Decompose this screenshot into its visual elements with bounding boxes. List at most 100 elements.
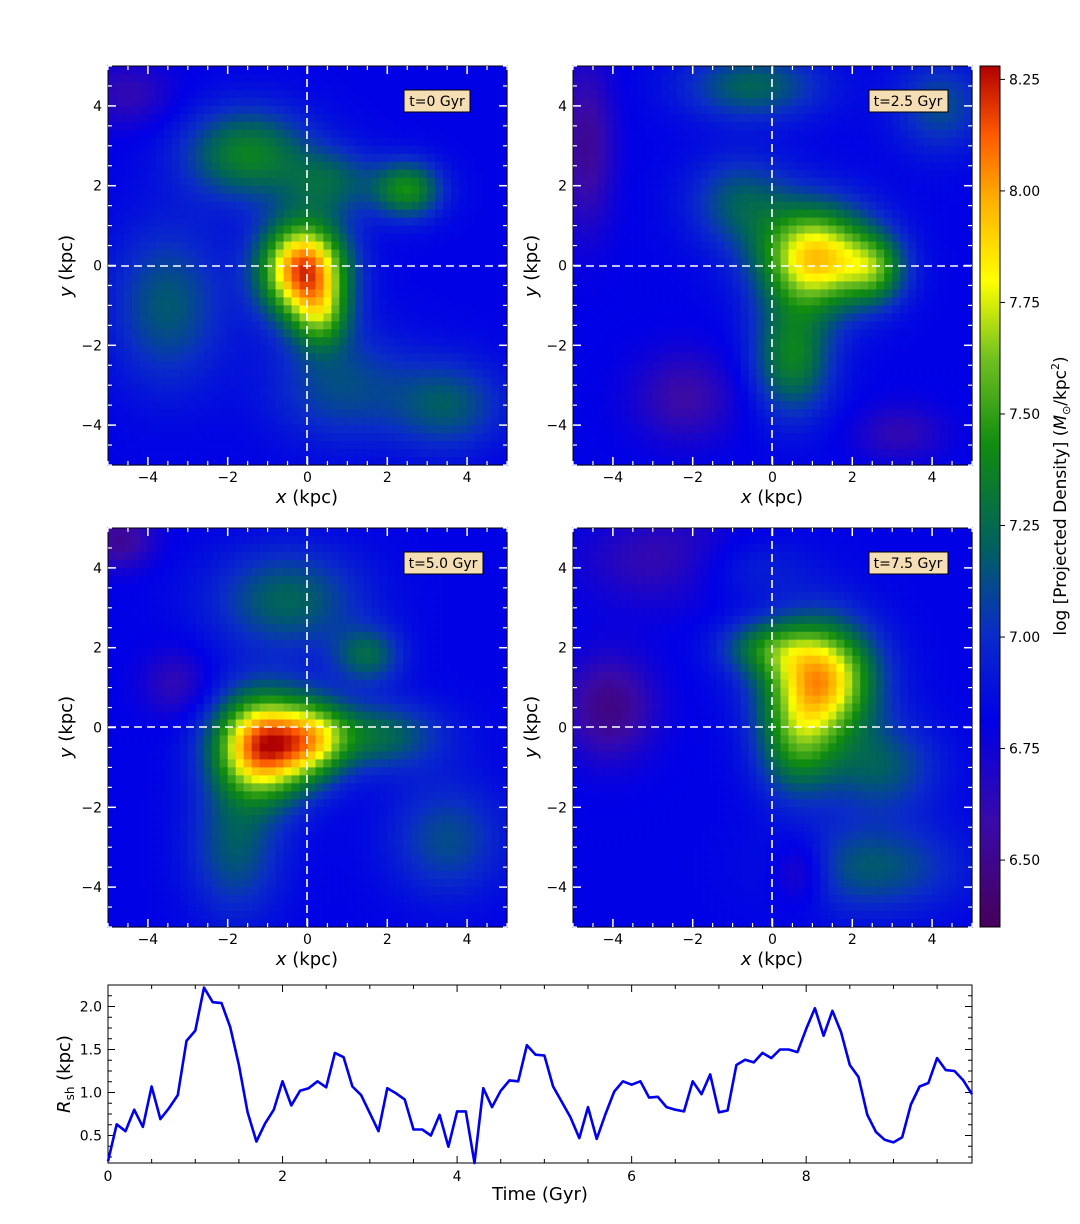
heatmap-cell — [796, 169, 806, 179]
heatmap-cell — [435, 249, 444, 259]
heatmap-cell — [708, 201, 718, 211]
heatmap-cell — [403, 161, 412, 171]
heatmap-cell — [788, 361, 798, 370]
heatmap-cell — [171, 409, 181, 418]
heatmap-cell — [684, 209, 694, 219]
heatmap-cell — [620, 353, 630, 362]
heatmap-cell — [692, 113, 702, 123]
heatmap-cell — [371, 137, 380, 147]
heatmap-cell — [596, 329, 606, 338]
heatmap-cell — [876, 225, 885, 235]
heatmap-cell — [573, 209, 582, 219]
heatmap-cell — [612, 353, 622, 362]
heatmap-cell — [419, 121, 428, 131]
heatmap-cell — [363, 433, 372, 442]
heatmap-cell — [804, 401, 813, 410]
heatmap-cell — [179, 225, 189, 235]
heatmap-cell — [948, 289, 957, 299]
heatmap-cell — [108, 417, 117, 426]
heatmap-cell — [588, 225, 598, 235]
heatmap-cell — [211, 81, 221, 91]
heatmap-cell — [692, 121, 702, 131]
heatmap-cell — [924, 353, 933, 362]
heatmap-cell — [291, 233, 301, 243]
heatmap-cell — [916, 409, 925, 418]
heatmap-cell — [467, 169, 476, 179]
heatmap-cell — [347, 241, 356, 251]
heatmap-cell — [636, 121, 646, 131]
tag-t0: t=0 Gyr — [403, 89, 471, 113]
heatmap-cell — [900, 233, 909, 243]
heatmap-cell — [964, 409, 973, 418]
heatmap-cell — [243, 273, 253, 283]
heatmap-cell — [411, 281, 420, 291]
heatmap-cell — [403, 113, 412, 123]
heatmap-cell — [123, 417, 133, 426]
heatmap-cell — [812, 425, 821, 434]
heatmap-cell — [243, 169, 253, 179]
heatmap-cell — [299, 289, 309, 299]
heatmap-cell — [604, 345, 614, 354]
heatmap-cell — [580, 145, 590, 155]
heatmap-cell — [235, 81, 245, 91]
heatmap-cell — [772, 321, 782, 330]
heatmap-cell — [724, 137, 734, 147]
heatmap-cell — [772, 257, 782, 267]
heatmap-cell — [363, 377, 372, 386]
heatmap-cell — [115, 177, 125, 187]
heatmap-cell — [724, 377, 734, 386]
heatmap-cell — [844, 241, 853, 251]
heatmap-cell — [203, 233, 213, 243]
heatmap-cell — [395, 281, 404, 291]
heatmap-cell — [315, 66, 325, 75]
heatmap-cell — [323, 161, 333, 171]
heatmap-cell — [427, 249, 436, 259]
heatmap-cell — [764, 289, 774, 299]
heatmap-cell — [956, 257, 965, 267]
heatmap-cell — [323, 337, 333, 346]
heatmap-cell — [924, 361, 933, 370]
heatmap-cell — [804, 153, 813, 163]
heatmap-cell — [179, 377, 189, 386]
heatmap-cell — [467, 185, 476, 195]
heatmap-cell — [660, 185, 670, 195]
heatmap-cell — [491, 241, 500, 251]
heatmap-cell — [860, 73, 869, 83]
heatmap-cell — [652, 241, 662, 251]
heatmap-cell — [812, 145, 821, 155]
heatmap-cell — [179, 89, 189, 99]
heatmap-cell — [836, 89, 845, 99]
heatmap-cell — [355, 121, 364, 131]
heatmap-cell — [187, 241, 197, 251]
heatmap-cell — [596, 385, 606, 394]
heatmap-cell — [203, 433, 213, 442]
heatmap-cell — [235, 265, 245, 275]
heatmap-cell — [395, 177, 404, 187]
heatmap-cell — [171, 441, 181, 450]
heatmap-cell — [573, 345, 582, 354]
heatmap-cell — [283, 217, 293, 227]
heatmap-cell — [259, 161, 269, 171]
heatmap-cell — [211, 113, 221, 123]
y-tick-label: 4 — [93, 99, 102, 115]
heatmap-cell — [924, 209, 933, 219]
heatmap-cell — [716, 305, 726, 314]
heatmap-cell — [419, 73, 428, 83]
heatmap-cell — [740, 409, 750, 418]
heatmap-cell — [804, 385, 813, 394]
heatmap-cell — [740, 377, 750, 386]
heatmap-cell — [347, 97, 356, 107]
heatmap-cell — [235, 433, 245, 442]
heatmap-cell — [860, 289, 869, 299]
heatmap-cell — [227, 249, 237, 259]
heatmap-cell — [323, 145, 333, 155]
heatmap-cell — [395, 113, 404, 123]
heatmap-cell — [371, 257, 380, 267]
heatmap-cell — [123, 105, 133, 115]
heatmap-cell — [267, 337, 277, 346]
heatmap-cell — [403, 265, 412, 275]
heatmap-cell — [283, 401, 293, 410]
heatmap-cell — [852, 201, 861, 211]
heatmap-cell — [764, 369, 774, 378]
heatmap-cell — [772, 409, 782, 418]
